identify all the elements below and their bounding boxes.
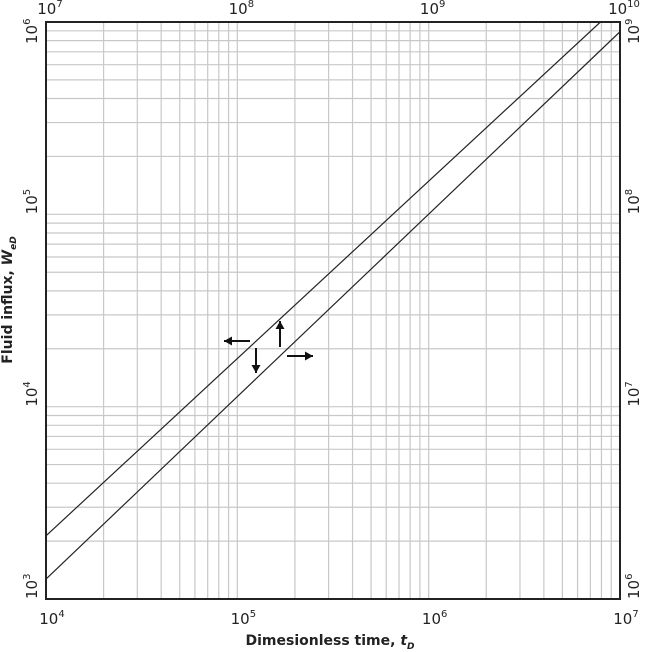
y-tick-label: 106 [22,19,41,44]
y-axis-title: Fluid influx, WeD [0,236,19,364]
arrow-up-icon-head [275,321,285,329]
plot-frame [45,21,621,600]
arrow-left-icon-head [224,336,232,346]
x-top-tick-label: 107 [37,0,62,18]
x-tick-label: 105 [231,609,256,628]
y-right-tick-label: 107 [624,381,643,406]
x-top-tick-label: 108 [229,0,254,18]
y-tick-label: 105 [22,189,41,214]
y-right-tick-label: 106 [624,574,643,599]
x-tick-label: 104 [39,609,64,628]
y-tick-label: 104 [22,381,41,406]
arrow-right-icon-head [305,351,313,361]
y-tick-label: 103 [22,574,41,599]
x-axis-title: Dimesionless time, tD [245,633,415,652]
x-top-tick-label: 109 [420,0,445,18]
arrow-down-icon-head [251,365,261,373]
series-line-0 [46,22,601,537]
series-line-1 [46,31,620,580]
x-top-tick-label: 1010 [608,0,640,18]
x-tick-label: 107 [613,609,638,628]
y-right-tick-label: 108 [624,189,643,214]
y-right-tick-label: 109 [624,19,643,44]
x-tick-label: 106 [422,609,447,628]
